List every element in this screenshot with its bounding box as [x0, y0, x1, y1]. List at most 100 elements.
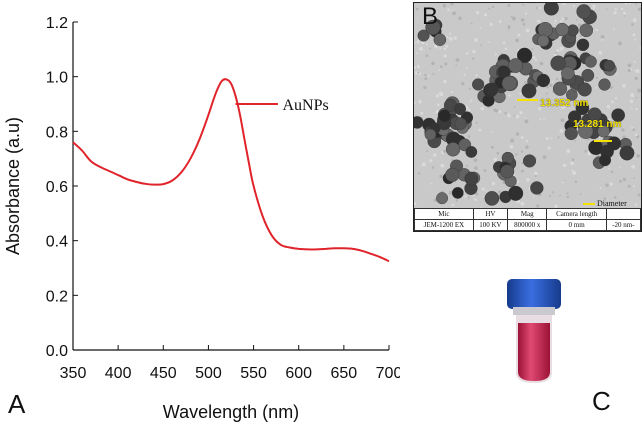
tem-grain: [449, 37, 453, 41]
tem-grain: [635, 69, 640, 74]
tem-grain: [566, 149, 571, 153]
tem-nanoparticle: [619, 145, 635, 161]
tem-grain: [525, 145, 529, 149]
tem-grain: [466, 164, 469, 167]
tem-nanoparticle: [530, 181, 544, 195]
tem-grain: [481, 187, 485, 191]
tem-grain: [622, 11, 627, 15]
tem-grain: [622, 83, 626, 88]
tem-grain: [473, 158, 478, 162]
tem-grain: [435, 94, 440, 98]
tem-nanoparticle: [464, 171, 479, 186]
tem-nanoparticle: [445, 142, 461, 157]
tem-grain: [509, 144, 514, 149]
tem-grain: [587, 151, 590, 154]
tem-grain: [520, 201, 525, 206]
tem-nanoparticle: [555, 22, 569, 37]
table-value-scale-bar: -20 nm-: [605, 219, 641, 231]
tem-grain: [564, 17, 568, 21]
microscope-info-header-row: Mic HV Mag Camera length: [414, 208, 641, 220]
tem-grain: [606, 8, 608, 11]
tem-grain: [563, 3, 567, 5]
absorbance-chart: 350 400 450 500 550 600 650 700 0.0 0.2 0.4 0.6 0.8 1…: [3, 15, 400, 422]
table-header-scale: [605, 208, 641, 220]
tem-grain: [637, 7, 641, 12]
tem-grain: [610, 100, 615, 104]
tem-nanoparticle: [576, 38, 590, 52]
tem-grain: [627, 63, 632, 68]
tem-grain: [467, 135, 471, 138]
tem-grain: [562, 181, 565, 184]
tem-grain: [450, 90, 453, 94]
tem-grain: [520, 150, 524, 153]
tem-grain: [618, 41, 622, 46]
tem-nanoparticle: [581, 68, 595, 82]
tem-grain: [590, 53, 593, 56]
tem-grain: [637, 193, 641, 197]
tem-nanoparticle: [537, 34, 550, 47]
tem-grain: [630, 107, 633, 110]
tem-micrograph-panel: B 13.352 nm 13.281 nm Diameter Mic HV Ma…: [413, 2, 642, 232]
tem-nanoparticle: [578, 123, 594, 139]
panel-a-label: A: [8, 389, 26, 419]
tem-nanoparticle: [417, 29, 430, 42]
tem-nanoparticle: [543, 3, 559, 16]
tem-nanoparticle: [508, 185, 524, 201]
tem-grain: [424, 77, 428, 81]
tem-nanoparticle: [445, 167, 460, 183]
tem-grain: [452, 11, 456, 16]
tem-grain: [531, 47, 534, 50]
tem-grain: [610, 170, 614, 174]
tem-grain: [496, 151, 500, 155]
tem-nanoparticle: [454, 103, 466, 115]
x-tick-label: 700: [376, 365, 400, 382]
tem-grain: [427, 13, 431, 17]
tem-grain: [532, 195, 535, 198]
tem-nanoparticle: [454, 117, 467, 130]
tem-grain: [622, 177, 627, 182]
tem-grain: [546, 86, 549, 89]
tem-grain: [475, 122, 478, 124]
tem-grain: [555, 77, 559, 81]
diameter-legend-label: Diameter: [597, 199, 627, 208]
vial-cap-ring: [513, 307, 555, 315]
tem-grain: [519, 111, 523, 115]
tem-grain: [508, 94, 511, 97]
tem-grain: [545, 137, 549, 140]
tem-nanoparticle: [603, 59, 616, 72]
tem-grain: [554, 19, 557, 22]
tem-grain: [631, 126, 634, 130]
tem-nanoparticle: [607, 136, 622, 151]
tem-grain: [525, 28, 530, 33]
tem-nanoparticle: [451, 187, 464, 199]
legend-label-aunps: AuNPs: [282, 97, 328, 114]
tem-grain: [572, 171, 577, 175]
table-header-camera-length: Camera length: [546, 208, 607, 220]
tem-nanoparticle: [550, 55, 566, 71]
tem-nanoparticle: [537, 21, 553, 38]
tem-grain: [574, 180, 578, 184]
tem-grain: [507, 27, 510, 30]
tem-grain: [520, 136, 524, 139]
particle-measurement-1: 13.352 nm: [540, 98, 589, 109]
tem-grain: [443, 79, 447, 84]
tem-grain: [579, 193, 582, 195]
tem-grain: [515, 114, 520, 119]
tem-grain: [517, 33, 521, 37]
tem-grain: [634, 38, 637, 41]
x-tick-label: 600: [285, 365, 312, 382]
diameter-legend-swatch: [583, 203, 595, 206]
tem-grain: [595, 28, 599, 32]
tem-grain: [504, 112, 507, 115]
tem-grain: [414, 101, 416, 105]
tem-grain: [467, 196, 470, 199]
tem-grain: [546, 92, 548, 95]
tem-grain: [504, 47, 508, 51]
tem-grain: [609, 86, 613, 90]
tem-grain: [555, 48, 560, 53]
tem-grain: [635, 107, 638, 111]
tem-grain: [632, 185, 635, 188]
tem-grain: [510, 138, 515, 143]
tem-nanoparticle: [438, 109, 451, 123]
vial-liquid: [518, 323, 550, 381]
